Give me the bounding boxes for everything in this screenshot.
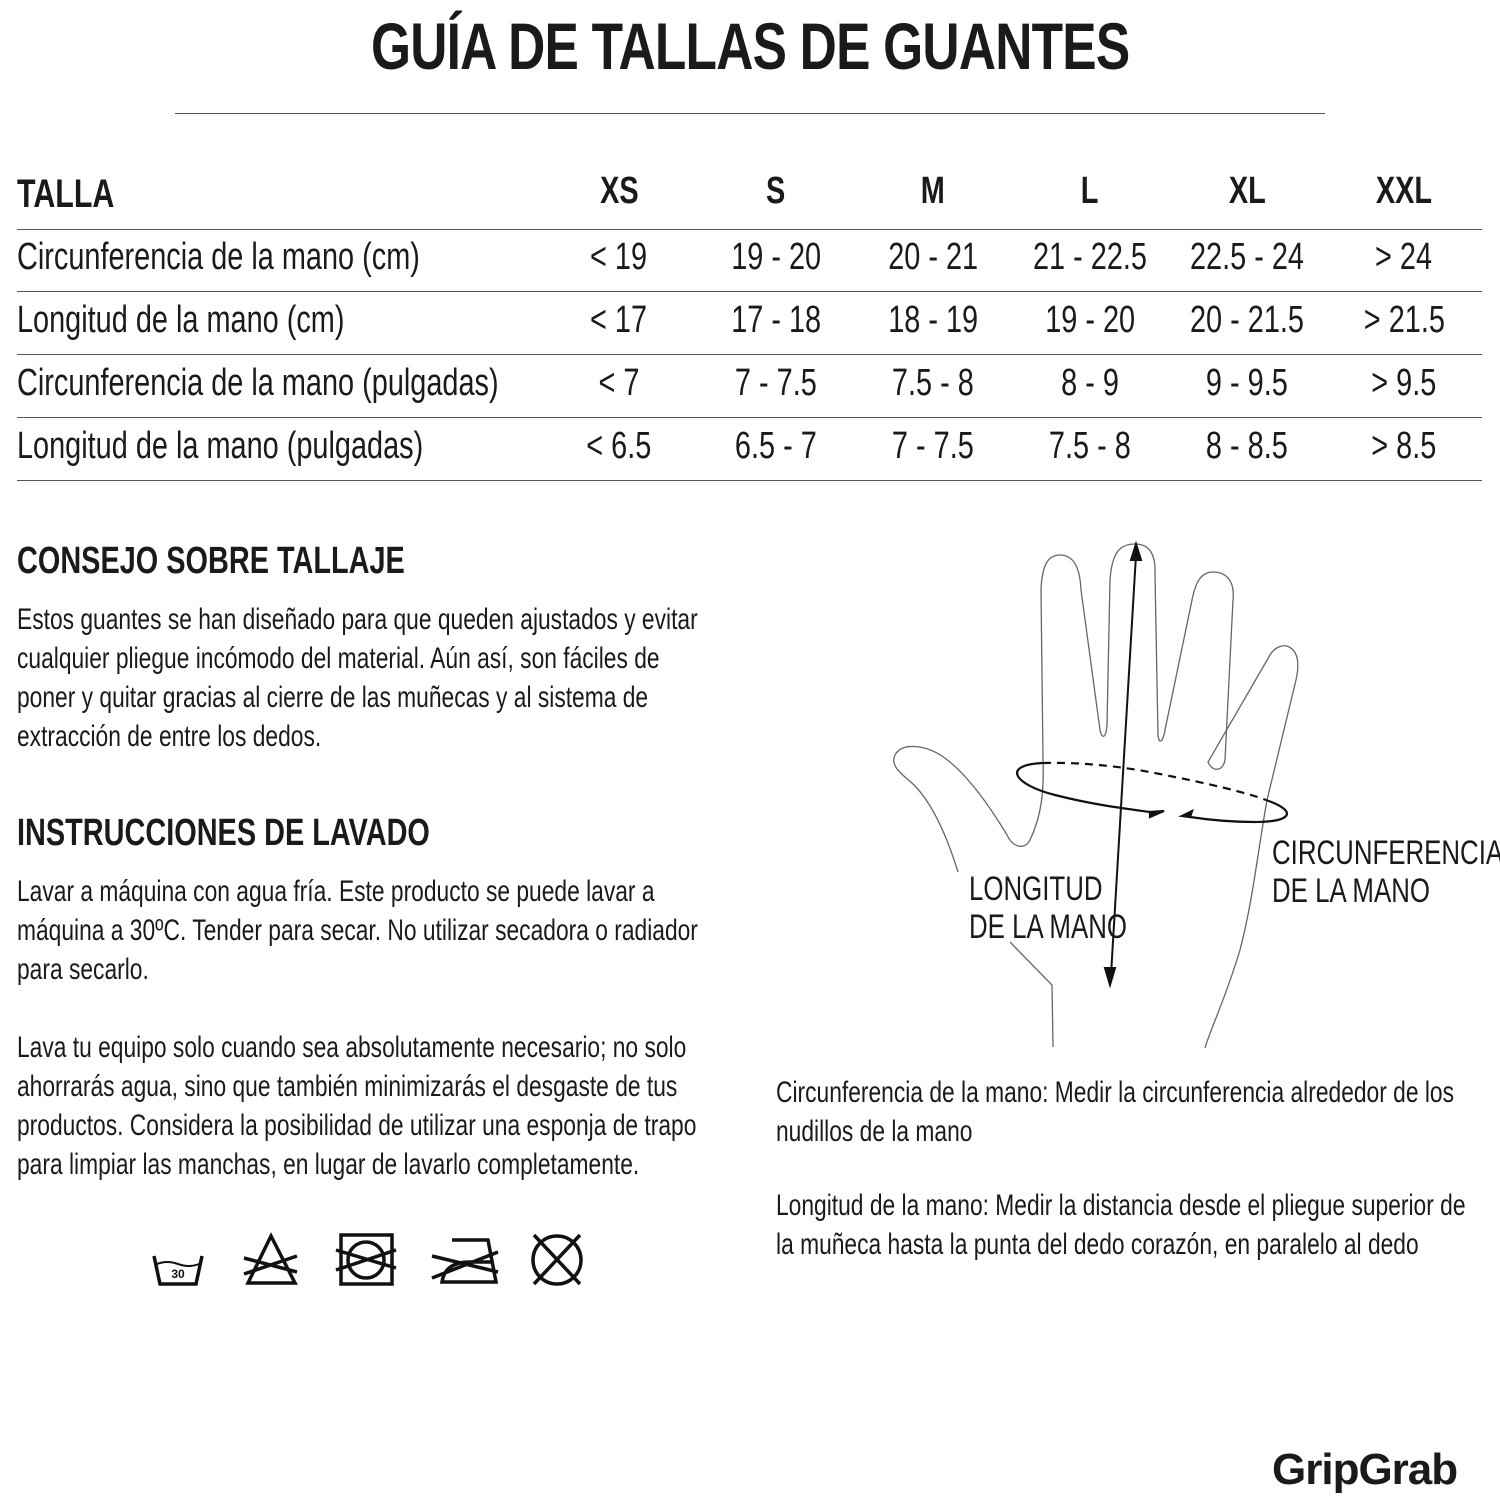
table-cell: > 24 [1375,236,1433,278]
no-dry-clean-icon [531,1233,583,1286]
table-cell: 22.5 - 24 [1190,236,1304,278]
table-cell: 19 - 20 [1045,299,1135,341]
gripgrab-logo: GripGrab [1272,1445,1458,1494]
table-cell: > 9.5 [1371,362,1437,404]
table-row-divider [17,480,1482,481]
title-divider [175,113,1325,114]
table-header-xxl: XXL [1375,170,1433,212]
washing-heading: INSTRUCCIONES DE LAVADO [17,812,430,854]
table-cell: 7.5 - 8 [892,362,974,404]
table-row-divider [17,291,1482,292]
table-cell: 18 - 19 [888,299,978,341]
table-header-talla: TALLA [17,172,115,216]
length-arrow [1103,540,1143,989]
table-cell: > 8.5 [1371,425,1437,467]
table-cell: 19 - 20 [731,236,821,278]
table-cell: 6.5 - 7 [735,425,817,467]
table-cell: 20 - 21 [888,236,978,278]
table-header-s: S [766,170,786,212]
wash-30-icon: 30 [152,1255,204,1286]
table-header-xs: XS [599,170,639,212]
table-cell: < 6.5 [586,425,652,467]
table-divider [17,229,1482,230]
circumference-note: Circunferencia de la mano: Medir la circ… [776,1076,1455,1148]
table-row-label: Circunferencia de la mano (cm) [17,236,420,278]
table-cell: 7.5 - 8 [1049,425,1131,467]
no-iron-icon [431,1238,499,1284]
hand-outline [893,543,1299,1049]
table-row-label: Longitud de la mano (cm) [17,299,345,341]
table-row-label: Longitud de la mano (pulgadas) [17,425,424,467]
circumference-label: CIRCUNFERENCIA DE LA MANO [1272,834,1500,910]
table-cell: 21 - 22.5 [1033,236,1147,278]
table-cell: < 17 [590,299,648,341]
table-cell: 7 - 7.5 [892,425,974,467]
table-cell: > 21.5 [1363,299,1445,341]
care-icons: 30 [152,1232,583,1286]
circumference-arrow [1016,761,1288,824]
table-header-m: M [920,170,946,212]
table-header-l: L [1081,170,1099,212]
table-row-divider [17,417,1482,418]
length-label: LONGITUD DE LA MANO [969,870,1127,946]
table-cell: 8 - 8.5 [1206,425,1288,467]
washing-text-1: Lavar a máquina con agua fría. Este prod… [17,875,698,986]
washing-text-2: Lava tu equipo solo cuando sea absolutam… [17,1031,697,1181]
table-cell: 7 - 7.5 [735,362,817,404]
table-cell: < 7 [598,362,640,404]
length-note: Longitud de la mano: Medir la distancia … [776,1189,1466,1261]
page-title: GUÍA DE TALLAS DE GUANTES [0,8,1500,84]
table-cell: 17 - 18 [731,299,821,341]
table-header-xl: XL [1228,170,1266,212]
table-cell: < 19 [590,236,648,278]
table-cell: 9 - 9.5 [1206,362,1288,404]
svg-text:30: 30 [171,1267,185,1281]
table-row-label: Circunferencia de la mano (pulgadas) [17,362,499,404]
no-tumble-dry-icon [335,1233,397,1286]
no-bleach-icon [243,1232,298,1285]
page-title-text: GUÍA DE TALLAS DE GUANTES [370,9,1130,83]
table-row-divider [17,354,1482,355]
table-cell: 20 - 21.5 [1190,299,1304,341]
fit-advice-text: Estos guantes se han diseñado para que q… [17,603,698,753]
table-cell: 8 - 9 [1061,362,1119,404]
hand-diagram [893,540,1299,1049]
fit-advice-heading: CONSEJO SOBRE TALLAJE [17,540,405,582]
